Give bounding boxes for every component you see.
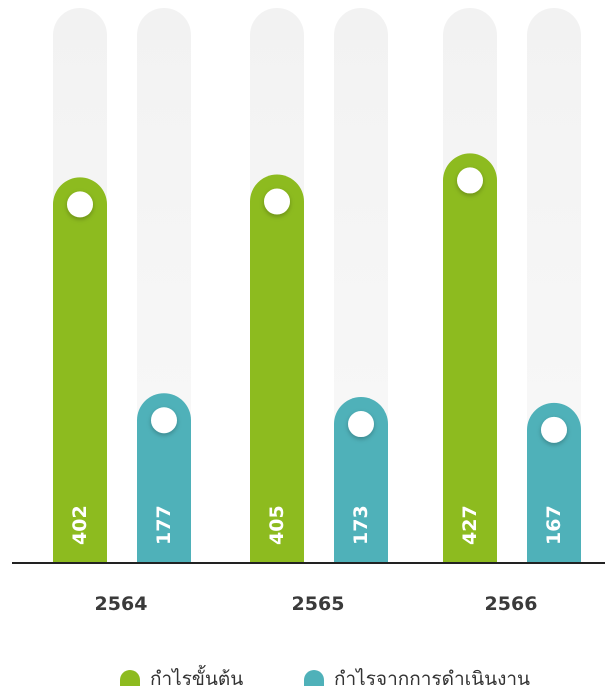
x-tick-label-2565: 2565 (292, 593, 345, 615)
data-label-2565-1: 173 (350, 505, 372, 545)
bar-2564-series-0 (53, 177, 107, 564)
bar-2566-series-1 (527, 402, 581, 563)
legend-item-1: กำไรจากการดำเนินงาน (304, 668, 530, 690)
data-label-2565-0: 405 (266, 505, 288, 545)
bar-dot-2566-1 (541, 416, 567, 443)
bar-dot-2564-0 (67, 191, 93, 218)
legend-swatch-1 (304, 670, 324, 686)
bar-end-dots (67, 167, 567, 443)
bar-2565-series-0 (250, 174, 304, 563)
bar-tracks (53, 8, 581, 563)
legend-swatch-0 (120, 670, 140, 686)
bar-2565-series-1 (334, 397, 388, 563)
bar-dot-2565-0 (264, 188, 290, 215)
legend: กำไรขั้นต้น กำไรจากการดำเนินงาน (120, 665, 530, 690)
data-label-2566-1: 167 (543, 505, 565, 545)
x-tick-label-2564: 2564 (95, 593, 148, 615)
x-axis-tick-labels: 2564 2565 2566 (95, 593, 538, 615)
data-label-2564-0: 402 (69, 505, 91, 545)
bar-dot-2565-1 (348, 411, 374, 438)
bar-2564-series-1 (137, 393, 191, 563)
legend-item-0: กำไรขั้นต้น (120, 665, 243, 690)
data-label-2566-0: 427 (459, 505, 481, 545)
bar-dot-2564-1 (151, 407, 177, 434)
legend-label-1: กำไรจากการดำเนินงาน (334, 668, 530, 690)
bar-dot-2566-0 (457, 167, 483, 194)
bars (53, 153, 581, 564)
data-label-2564-1: 177 (153, 505, 175, 545)
data-labels: 402 177 405 173 427 167 (69, 505, 565, 545)
x-tick-label-2566: 2566 (485, 593, 538, 615)
legend-label-0: กำไรขั้นต้น (150, 665, 243, 690)
bar-2566-series-0 (443, 153, 497, 563)
